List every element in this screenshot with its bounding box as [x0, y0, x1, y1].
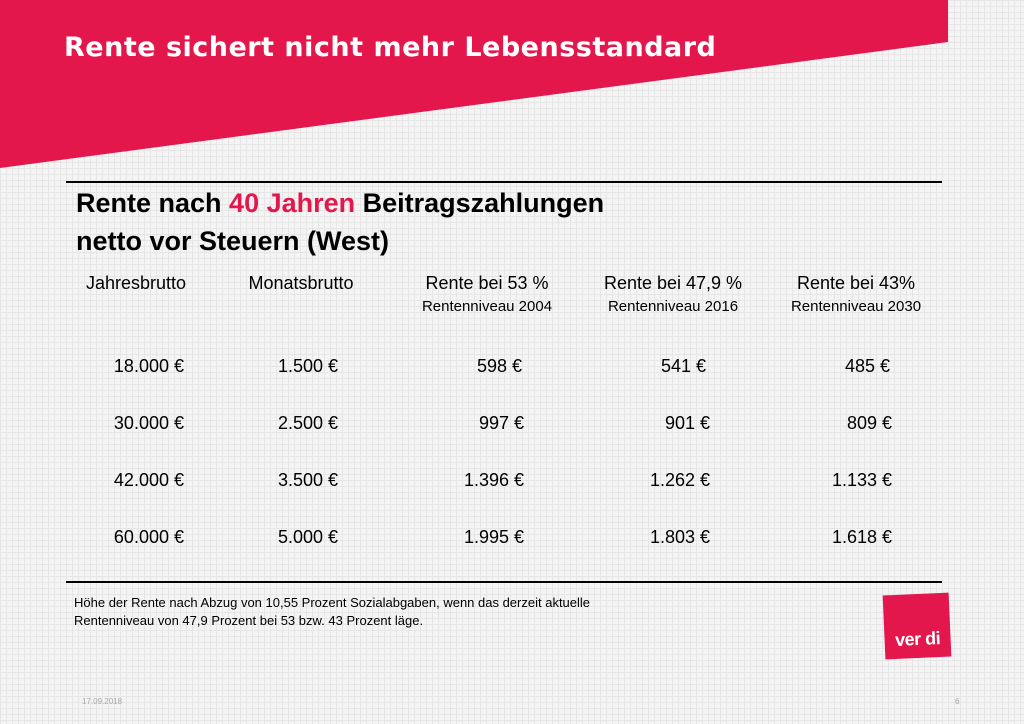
heading-line1-post: Beitragszahlungen	[355, 188, 605, 218]
slide-title: Rente sichert nicht mehr Lebensstandard	[64, 32, 717, 63]
table-cell: 60.000 €	[113, 527, 184, 547]
verdi-logo: ver di	[882, 592, 952, 660]
column-header-jahresbrutto: Jahresbrutto	[68, 272, 204, 294]
table-cell: 5.000 €	[277, 527, 338, 547]
column-header-rente-53: Rente bei 53 % Rentenniveau 2004	[400, 272, 574, 318]
footnote-line2: Rentenniveau von 47,9 Prozent bei 53 bzw…	[74, 613, 424, 628]
table-cell: 809 €	[846, 413, 892, 433]
table-cell: 30.000 €	[113, 413, 184, 433]
column-header-label: Rente bei 43%	[796, 273, 916, 293]
column-header-rente-43: Rente bei 43% Rentenniveau 2030	[768, 272, 944, 318]
table-cell: 18.000 €	[113, 356, 184, 376]
table-heading: Rente nach 40 Jahren Beitragszahlungen n…	[76, 184, 604, 260]
table-cell: 2.500 €	[277, 413, 338, 433]
column-header-rente-47-9: Rente bei 47,9 % Rentenniveau 2016	[586, 272, 760, 318]
column-header-sub: Rentenniveau 2016	[607, 298, 739, 315]
heading-line2: netto vor Steuern (West)	[76, 226, 390, 256]
heading-accent: 40 Jahren	[229, 188, 356, 218]
table-cell: 1.995 €	[463, 527, 524, 547]
verdi-logo-text: ver di	[894, 628, 941, 650]
table-cell: 1.133 €	[831, 470, 892, 490]
column-header-label: Monatsbrutto	[248, 273, 354, 293]
column-header-label: Jahresbrutto	[85, 273, 187, 293]
header-banner	[0, 0, 948, 168]
table-cell: 42.000 €	[113, 470, 184, 490]
heading-line1-pre: Rente nach	[76, 188, 230, 218]
top-rule	[66, 181, 942, 183]
table-cell: 3.500 €	[277, 470, 338, 490]
column-header-label: Rente bei 53 %	[425, 273, 549, 293]
table-cell: 1.803 €	[649, 527, 710, 547]
table-cell: 1.262 €	[649, 470, 710, 490]
column-header-sub: Rentenniveau 2004	[421, 298, 553, 315]
footer-date: 17.09.2018	[82, 697, 123, 706]
footnote-line1: Höhe der Rente nach Abzug von 10,55 Proz…	[74, 595, 591, 610]
column-header-label: Rente bei 47,9 %	[603, 273, 743, 293]
table-cell: 541 €	[660, 356, 706, 376]
table-cell: 901 €	[664, 413, 710, 433]
column-header-sub: Rentenniveau 2030	[790, 298, 922, 315]
table-cell: 598 €	[476, 356, 522, 376]
table-cell: 997 €	[478, 413, 524, 433]
table-cell: 485 €	[844, 356, 890, 376]
footer-page-number: 6	[955, 697, 960, 706]
footnote: Höhe der Rente nach Abzug von 10,55 Proz…	[74, 594, 590, 630]
table-cell: 1.396 €	[463, 470, 524, 490]
header-banner-shape	[0, 0, 948, 168]
table-cell: 1.500 €	[277, 356, 338, 376]
column-header-monatsbrutto: Monatsbrutto	[230, 272, 372, 294]
bottom-rule	[66, 581, 942, 583]
table-cell: 1.618 €	[831, 527, 892, 547]
